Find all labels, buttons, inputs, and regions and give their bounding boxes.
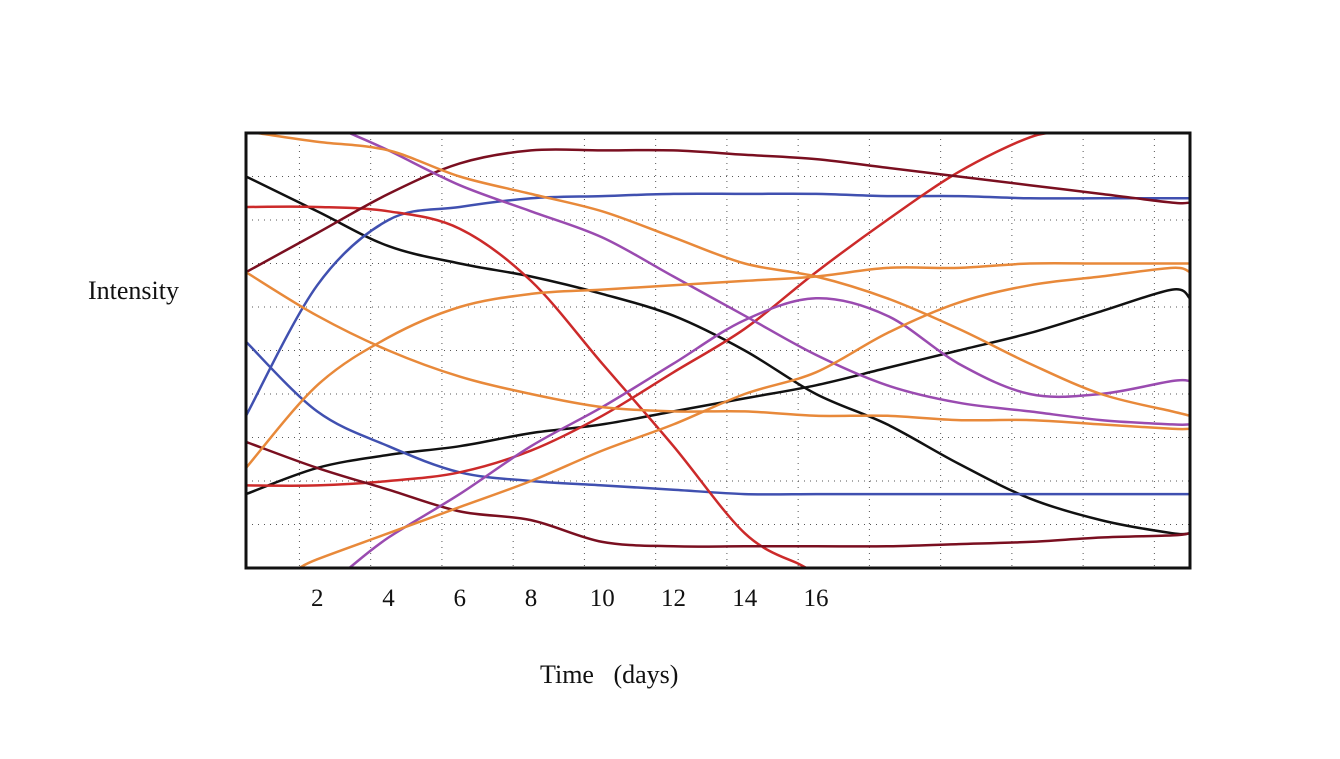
series-line-orange-1 [255,133,1190,418]
x-tick-labels: 2 4 6 8 10 12 14 16 [311,585,828,612]
x-tick-label: 4 [382,585,395,612]
x-tick-label: 14 [732,585,758,612]
series-line-orange-4 [298,266,1190,568]
series-line-orange-3 [246,261,1190,470]
series-line-black-1 [246,175,1190,536]
series-lines [246,133,1190,568]
y-axis-label: Intensity [88,276,179,305]
series-line-red-1 [246,205,1190,568]
x-axis-label: Time (days) [540,660,678,689]
series-line-purple-1 [348,133,1190,427]
series-line-maroon-1 [246,148,1190,274]
x-tick-label: 16 [803,585,828,612]
x-tick-label: 10 [590,585,615,612]
series-line-orange-2 [246,270,1190,431]
x-tick-label: 6 [453,585,466,612]
x-tick-label: 12 [661,585,686,612]
series-line-black-2 [246,288,1190,496]
x-tick-label: 8 [525,585,538,612]
series-line-blue-2 [246,340,1190,496]
series-line-red-2 [246,133,1190,487]
series-line-blue-1 [246,192,1190,418]
series-line-purple-2 [348,297,1190,568]
plot-frame [244,131,1192,570]
x-tick-label: 2 [311,585,324,612]
series-line-maroon-2 [246,440,1190,548]
